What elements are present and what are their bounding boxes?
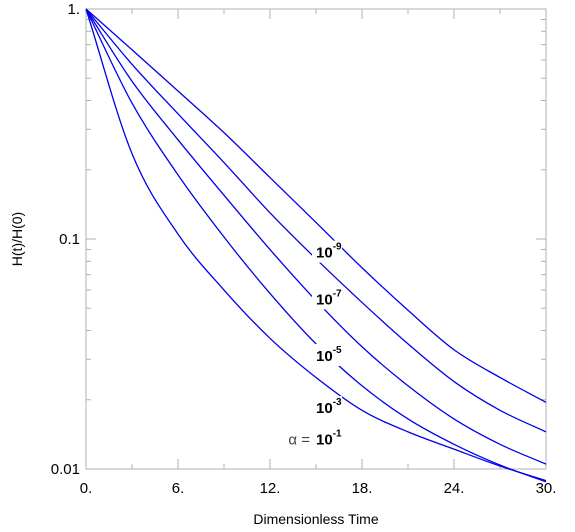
series-line-2 [85, 8, 547, 465]
curve-label-exponent: -9 [333, 242, 342, 253]
y-tick-label: 1. [67, 1, 80, 18]
curve-label-1: 10-7 [316, 288, 342, 308]
y-tick-label: 0.1 [59, 231, 80, 248]
curve-label-base: 10 [316, 291, 333, 308]
y-axis-label: H(t)/H(0) [9, 212, 25, 266]
curve-label-bg [312, 287, 342, 310]
curve-label-exponent: -3 [333, 397, 342, 408]
curve-label-bg [312, 396, 342, 419]
curve-label-bg [312, 240, 342, 263]
x-tick-label: 18. [352, 480, 373, 497]
curve-label-bg [312, 427, 342, 450]
curve-label-4: 10-1 [316, 428, 342, 448]
series-lines [85, 8, 547, 483]
curve-label-0: 10-9 [316, 242, 342, 262]
x-tick-label: 24. [444, 480, 465, 497]
curve-label-3: 10-3 [316, 397, 342, 417]
series-line-0 [85, 8, 547, 403]
x-tick-label: 12. [260, 480, 281, 497]
curve-label-exponent: -7 [333, 288, 342, 299]
x-tick-label: 0. [80, 480, 93, 497]
tick-labels: 0. 6. 12. 18. 24. 30. 0.01 0.1 1. [51, 1, 557, 497]
curve-label-exponent: -1 [333, 428, 342, 439]
series-line-4 [85, 8, 547, 482]
series-line-1 [85, 8, 547, 433]
curve-label-exponent: -5 [333, 345, 342, 356]
curve-label-base: 10 [316, 400, 333, 417]
alpha-label: α = [288, 431, 310, 448]
curve-labels: 10-910-710-510-3α = 10-1 [288, 240, 342, 450]
curve-label-bg [312, 343, 342, 366]
axis-ticks [85, 8, 547, 470]
x-tick-label: 6. [172, 480, 185, 497]
x-tick-label: 30. [536, 480, 557, 497]
x-axis-label: Dimensionless Time [253, 511, 378, 527]
y-tick-label: 0.01 [51, 461, 80, 478]
series-line-3 [85, 8, 547, 483]
curve-label-2: 10-5 [316, 345, 342, 365]
curve-label-base: 10 [316, 348, 333, 365]
curve-label-base: 10 [316, 431, 333, 448]
curve-label-base: 10 [316, 245, 333, 262]
